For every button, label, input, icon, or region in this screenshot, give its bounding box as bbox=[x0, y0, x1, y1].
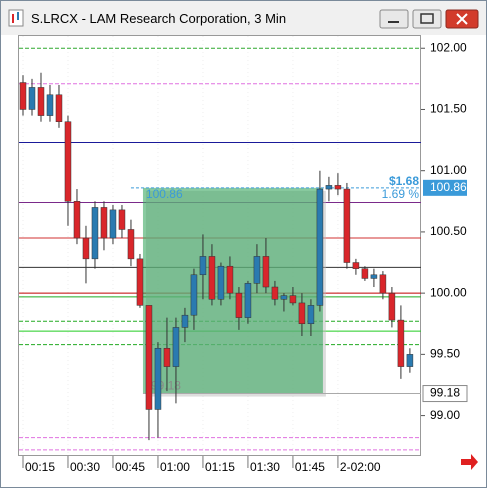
close-icon bbox=[456, 13, 468, 25]
candle-body bbox=[118, 209, 126, 230]
y-tick-label: 101.50 bbox=[430, 102, 467, 116]
x-tick-label: 01:45 bbox=[295, 460, 325, 474]
app-icon-candle bbox=[12, 14, 14, 23]
title-bar-graphics bbox=[8, 9, 479, 29]
x-tick-label: 01:15 bbox=[205, 460, 235, 474]
candle-body bbox=[406, 354, 414, 367]
candle-body bbox=[325, 185, 333, 190]
x-tick-label: 00:45 bbox=[115, 460, 145, 474]
candle-body bbox=[289, 295, 297, 304]
title-bar: S.LRCX - LAM Research Corporation, 3 Min bbox=[1, 1, 486, 35]
candle-body bbox=[64, 121, 72, 202]
measure-change: $1.68 bbox=[389, 174, 419, 188]
candle-body bbox=[46, 94, 54, 116]
app-icon bbox=[8, 9, 24, 27]
candle-body bbox=[136, 258, 144, 306]
candle-body bbox=[370, 274, 378, 279]
y-tick-label: 99.00 bbox=[430, 408, 460, 422]
candle-body bbox=[199, 256, 207, 276]
candle-body bbox=[73, 201, 81, 239]
candle-body bbox=[208, 256, 216, 300]
x-tick-label: 00:15 bbox=[25, 460, 55, 474]
candle-body bbox=[262, 256, 270, 288]
chart: 00:15 00:30 00:45 01:00 01:15 01:30 01:45 2-02:… bbox=[1, 35, 486, 487]
price-tag-high: 100.86 bbox=[430, 180, 467, 194]
y-tick-label: 102.00 bbox=[430, 40, 467, 54]
scroll-arrow[interactable] bbox=[461, 454, 478, 470]
candle-body bbox=[307, 305, 315, 325]
measure-high-label: 100.86 bbox=[146, 187, 183, 201]
candle-body bbox=[37, 87, 45, 116]
y-tick-label: 100.50 bbox=[430, 224, 467, 238]
y-tick-label: 101.00 bbox=[430, 163, 467, 177]
candle-body bbox=[55, 94, 63, 122]
candle-body bbox=[163, 347, 171, 367]
candle-body bbox=[244, 283, 252, 318]
candle-body bbox=[235, 292, 243, 318]
candle-body bbox=[100, 207, 108, 239]
candle-body bbox=[28, 87, 36, 110]
price-tag-high-bg bbox=[423, 179, 467, 196]
candle-body bbox=[271, 286, 279, 300]
candle-body bbox=[343, 188, 351, 263]
candle-body bbox=[298, 302, 306, 325]
candle-body bbox=[154, 347, 162, 410]
candle-body bbox=[280, 295, 288, 300]
candle-body bbox=[379, 274, 387, 294]
window-title: S.LRCX - LAM Research Corporation, 3 Min bbox=[31, 11, 287, 26]
maximize-icon bbox=[420, 13, 434, 24]
candle-body bbox=[190, 274, 198, 316]
candle-body bbox=[109, 209, 117, 239]
candle-body bbox=[334, 185, 342, 190]
y-tick-label: 99.50 bbox=[430, 347, 460, 361]
candle-body bbox=[226, 265, 234, 294]
x-tick-label: 00:30 bbox=[70, 460, 100, 474]
candle-body bbox=[316, 188, 324, 306]
x-tick-label: 01:30 bbox=[250, 460, 280, 474]
candle-body bbox=[91, 207, 99, 260]
app-icon-candle bbox=[17, 12, 19, 20]
y-tick-label: 100.00 bbox=[430, 285, 467, 299]
candle-body bbox=[19, 82, 27, 110]
maximize-button[interactable] bbox=[412, 9, 442, 29]
minimize-button[interactable] bbox=[379, 9, 409, 29]
candle-body bbox=[82, 237, 90, 260]
price-tag-low: 99.18 bbox=[430, 386, 460, 400]
candle-body bbox=[397, 319, 405, 367]
candle-body bbox=[388, 292, 396, 321]
candle-body bbox=[352, 262, 360, 269]
candle-body bbox=[127, 229, 135, 260]
candle-body bbox=[253, 256, 261, 284]
candle-body bbox=[361, 268, 369, 279]
candle-body bbox=[181, 314, 189, 328]
x-tick-label: 2-02:00 bbox=[340, 460, 381, 474]
x-tick-label: 01:00 bbox=[160, 460, 190, 474]
candle-body bbox=[145, 305, 153, 410]
measure-change-pct: 1.69 % bbox=[382, 187, 420, 201]
candle-body bbox=[172, 327, 180, 367]
candle-body bbox=[217, 265, 225, 300]
price-tag-low-bg bbox=[422, 385, 468, 403]
plot-frame bbox=[18, 35, 421, 456]
